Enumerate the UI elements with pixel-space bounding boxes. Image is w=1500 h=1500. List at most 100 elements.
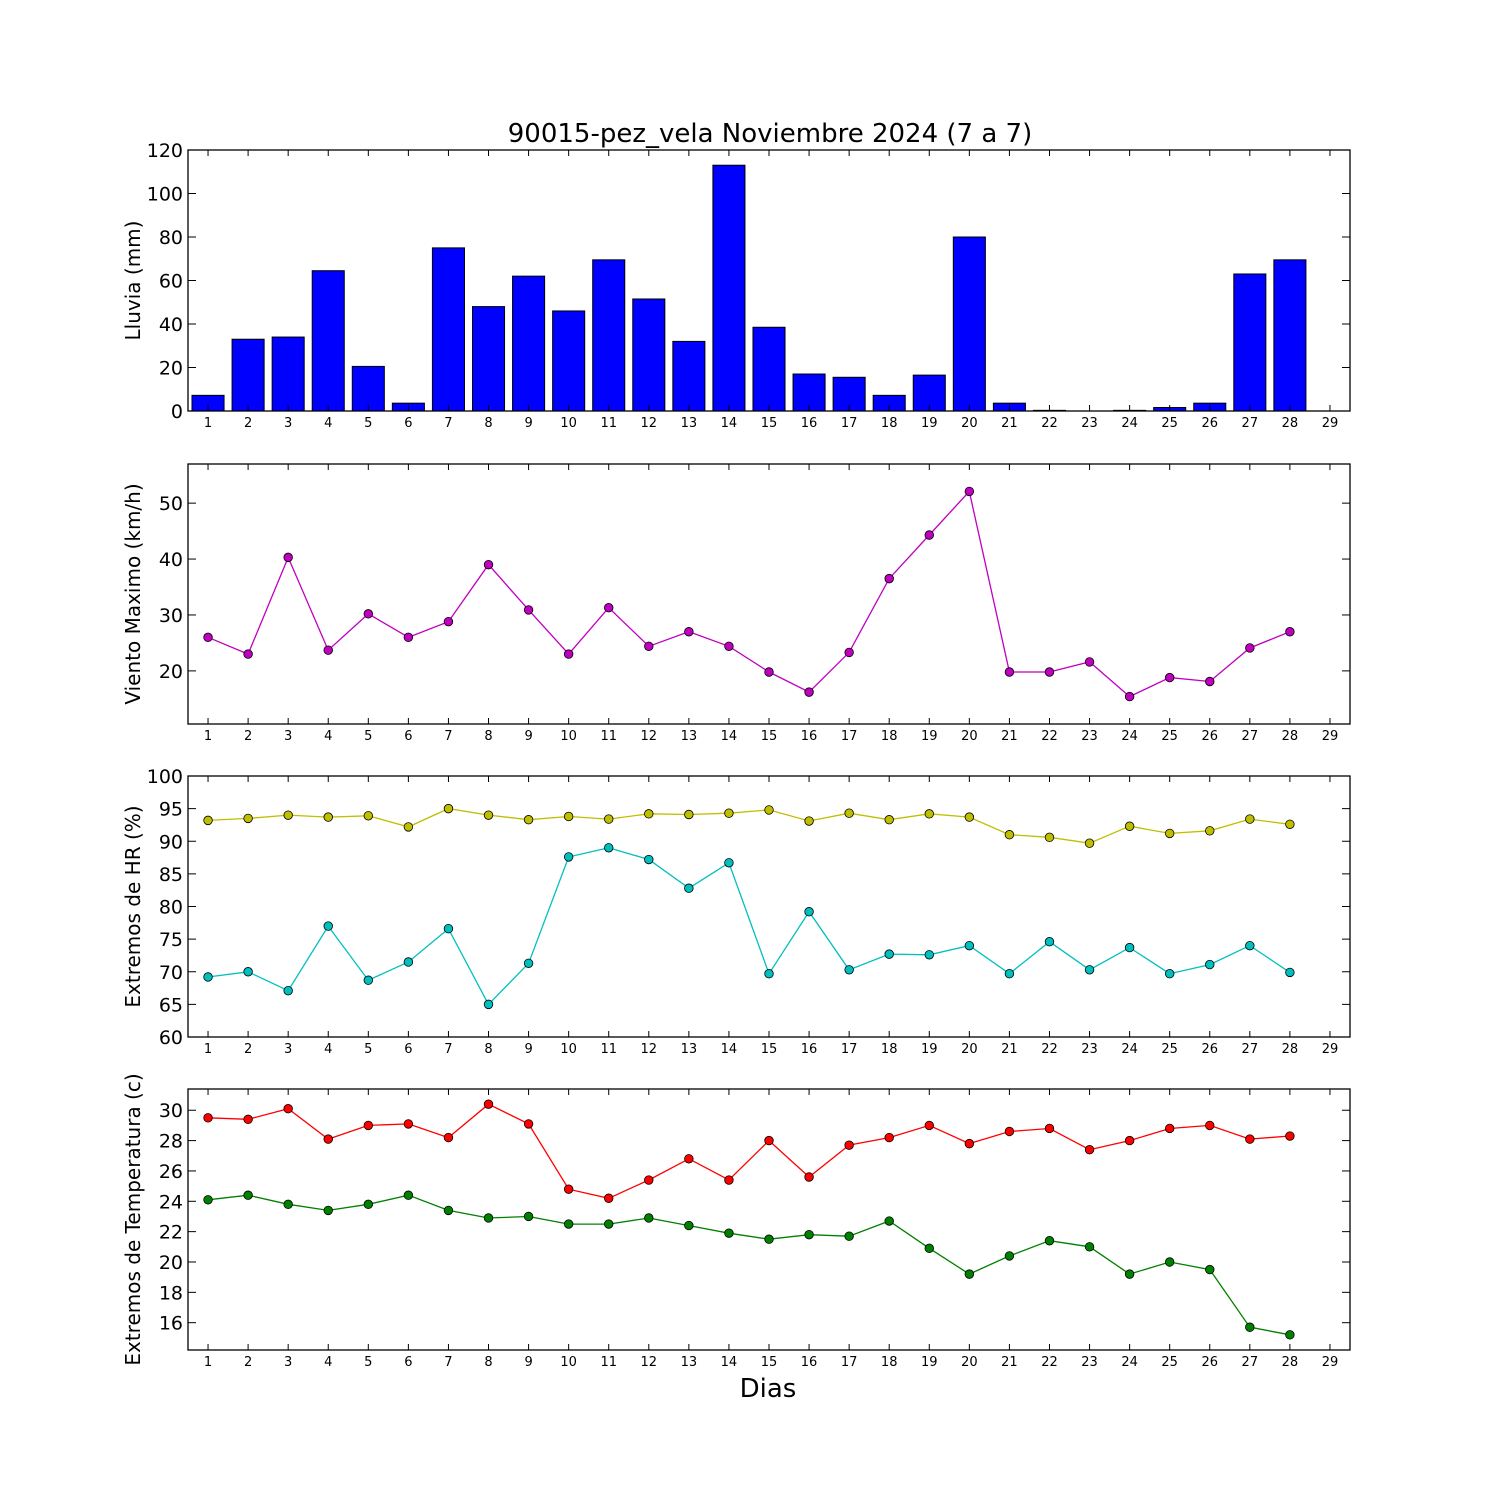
point-series-2-day-5 [363, 1199, 374, 1210]
x-tick-label: 8 [484, 1355, 492, 1370]
x-tick-label: 22 [1041, 1042, 1058, 1057]
x-tick-label: 13 [681, 1355, 698, 1370]
y-tick-label: 90 [159, 831, 183, 853]
point-series-2-day-11 [604, 843, 614, 853]
x-tick-label: 21 [1001, 729, 1018, 744]
point-series-2-day-26 [1205, 1264, 1215, 1275]
y-tick-label: 0 [171, 401, 183, 423]
point-series-1-day-27 [1245, 643, 1255, 653]
x-tick-label: 12 [641, 729, 658, 744]
x-tick-label: 18 [881, 1355, 898, 1370]
x-tick-label: 16 [801, 1042, 818, 1057]
y-axis-label: Viento Maximo (km/h) [121, 483, 145, 704]
point-series-1-day-8 [483, 810, 494, 820]
point-series-1-day-28 [1285, 1131, 1295, 1141]
x-tick-label: 7 [444, 729, 452, 744]
x-tick-label: 25 [1161, 416, 1178, 431]
x-tick-label: 4 [324, 729, 332, 744]
x-tick-label: 3 [284, 1042, 292, 1057]
x-tick-label: 14 [721, 416, 738, 431]
x-tick-label: 8 [484, 1042, 492, 1057]
point-series-1-day-9 [523, 1119, 534, 1129]
x-tick-label: 3 [284, 416, 292, 431]
bar-day-5 [351, 365, 385, 412]
point-series-2-day-8 [483, 1213, 494, 1223]
point-series-1-day-28 [1285, 627, 1295, 637]
x-tick-label: 20 [961, 1042, 978, 1057]
point-series-2-day-21 [1004, 969, 1015, 979]
point-series-1-day-21 [1004, 1126, 1015, 1137]
point-series-1-day-5 [363, 1120, 374, 1131]
x-tick-label: 14 [721, 729, 738, 744]
point-series-2-day-27 [1245, 940, 1255, 951]
point-series-1-day-1 [203, 632, 213, 643]
y-tick-label: 28 [159, 1131, 183, 1153]
x-tick-label: 10 [560, 1042, 577, 1057]
x-tick-label: 25 [1161, 1355, 1178, 1370]
x-tick-label: 18 [881, 729, 898, 744]
point-series-1-day-13 [684, 627, 694, 637]
x-tick-label: 14 [721, 1042, 738, 1057]
point-series-1-day-4 [323, 812, 333, 822]
point-series-1-day-25 [1164, 672, 1175, 683]
point-series-1-day-14 [724, 808, 734, 818]
x-tick-label: 20 [961, 729, 978, 744]
point-series-1-day-10 [563, 1184, 574, 1194]
series-line-2 [207, 847, 1291, 1006]
x-tick-label: 26 [1201, 416, 1218, 431]
x-tick-label: 26 [1201, 1042, 1218, 1057]
point-series-1-day-2 [243, 649, 253, 659]
panel-3: 1 2 3 4 5 6 7 8 9 10 11 12 13 14 15 16 17 18 19 20 21 22 23 24 2… [121, 766, 1351, 1057]
point-series-2-day-12 [644, 854, 654, 865]
point-series-1-day-19 [924, 1120, 934, 1131]
point-series-2-day-24 [1124, 942, 1135, 953]
y-tick-label: 100 [147, 184, 183, 206]
point-series-1-day-22 [1044, 667, 1055, 677]
point-series-2-day-28 [1285, 967, 1295, 978]
x-tick-label: 13 [681, 729, 698, 744]
point-series-2-day-2 [243, 967, 253, 977]
x-tick-label: 2 [244, 1042, 252, 1057]
bar-day-8 [471, 306, 506, 412]
bar-day-4 [311, 270, 345, 412]
point-series-2-day-20 [964, 940, 975, 951]
point-series-1-day-18 [884, 1132, 894, 1143]
point-series-2-day-15 [764, 1234, 774, 1244]
x-tick-label: 12 [641, 1355, 658, 1370]
point-series-1-day-22 [1044, 832, 1055, 843]
point-series-1-day-2 [243, 1114, 253, 1125]
y-tick-label: 65 [159, 994, 183, 1016]
x-tick-label: 3 [284, 729, 292, 744]
y-tick-label: 80 [159, 897, 183, 919]
axes-frame [187, 463, 1351, 725]
bar-day-11 [592, 259, 626, 412]
point-series-1-day-26 [1205, 676, 1215, 687]
point-series-2-day-21 [1004, 1251, 1015, 1261]
point-series-2-day-24 [1124, 1269, 1135, 1279]
point-series-1-day-26 [1205, 826, 1215, 836]
point-series-2-day-25 [1164, 1257, 1175, 1267]
x-tick-label: 21 [1001, 1355, 1018, 1370]
x-tick-label: 9 [524, 416, 532, 431]
point-series-2-day-7 [443, 923, 454, 934]
point-series-2-day-13 [684, 1220, 694, 1231]
x-tick-label: 21 [1001, 1042, 1018, 1057]
x-tick-label: 10 [560, 729, 577, 744]
x-tick-label: 29 [1322, 1042, 1339, 1057]
point-series-1-day-16 [804, 687, 814, 697]
point-series-1-day-11 [604, 814, 614, 824]
x-tick-label: 17 [841, 1042, 858, 1057]
point-series-2-day-3 [283, 1199, 293, 1210]
point-series-2-day-3 [283, 985, 293, 996]
bar-day-10 [552, 310, 586, 412]
point-series-1-day-24 [1124, 1135, 1135, 1146]
y-tick-label: 95 [159, 799, 183, 821]
point-series-1-day-14 [724, 641, 734, 651]
x-tick-label: 24 [1121, 729, 1138, 744]
y-tick-label: 70 [159, 962, 183, 984]
y-tick-label: 30 [159, 1100, 183, 1122]
panel-4: 1 2 3 4 5 6 7 8 9 10 11 12 13 14 15 16 17 18 19 20 21 22 23 24 2… [121, 1073, 1351, 1370]
point-series-2-day-17 [844, 1231, 854, 1241]
x-tick-label: 22 [1041, 416, 1058, 431]
point-series-2-day-16 [804, 907, 814, 917]
